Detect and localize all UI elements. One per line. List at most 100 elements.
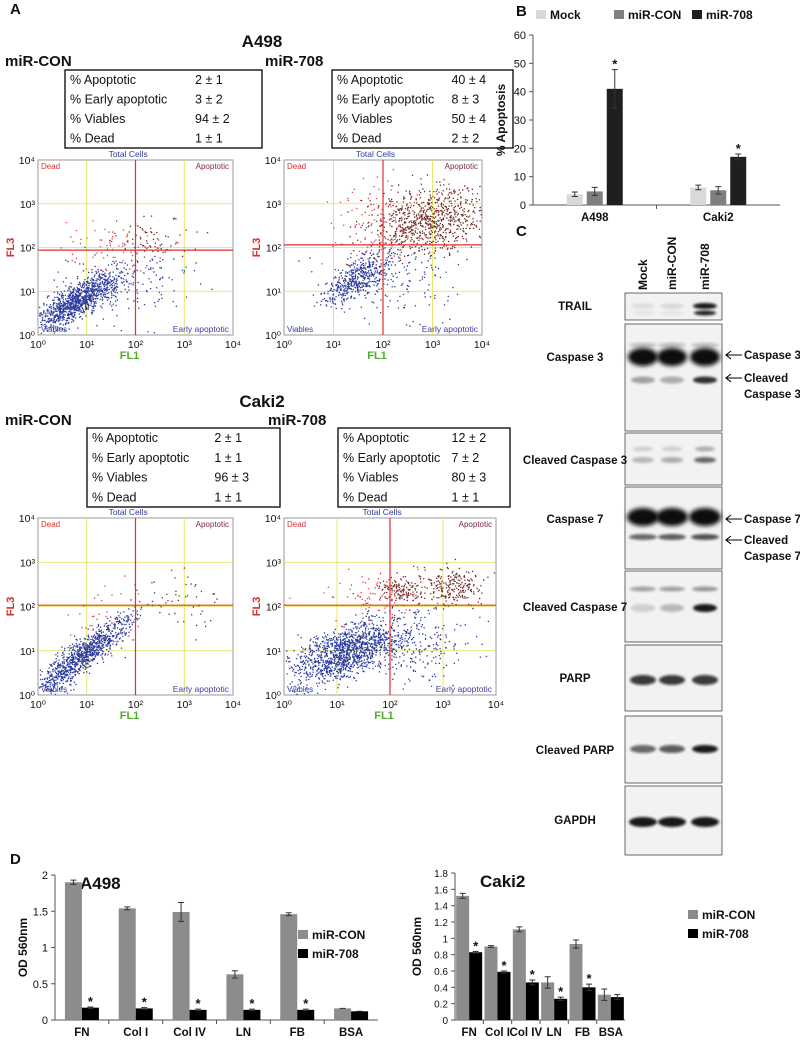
y-tick-label: 10³	[266, 557, 282, 569]
error-bar	[611, 69, 618, 109]
quadrant-label: Early apoptotic	[173, 324, 230, 334]
blot-band	[691, 534, 719, 540]
blot-band	[661, 457, 683, 463]
x-tick-label: 10⁰	[276, 339, 293, 351]
panel-label: B	[516, 3, 527, 20]
x-tick-label: 10³	[177, 339, 193, 351]
blot-band	[662, 446, 682, 452]
x-tick-label: 10¹	[79, 699, 95, 711]
x-axis-label: FL1	[374, 710, 394, 722]
blot-label: Cleaved Caspase 7	[523, 602, 627, 614]
event-dots	[312, 246, 411, 313]
blot-band	[658, 817, 686, 827]
stat-value: 94 ± 2	[195, 112, 230, 126]
significance-marker: *	[142, 995, 148, 1010]
quadrant-label: Viables	[287, 325, 313, 334]
significance-marker: *	[473, 938, 479, 953]
y-axis-label: OD 560nm	[410, 917, 424, 976]
bar	[297, 1009, 315, 1020]
x-tick-label: FB	[575, 1027, 590, 1039]
blot-band	[630, 675, 656, 685]
error-bar	[472, 950, 479, 954]
stat-value: 40 ± 4	[451, 73, 486, 87]
bar	[569, 944, 583, 1020]
stat-value: 96 ± 3	[214, 471, 249, 485]
quadrant-label: Apoptotic	[196, 520, 229, 529]
condition-label: miR-CON	[5, 53, 72, 70]
blot-band	[691, 817, 719, 827]
blot-band	[694, 457, 716, 463]
x-tick-label: 10²	[128, 339, 144, 351]
blot-band	[629, 817, 657, 827]
significance-marker: *	[736, 141, 742, 156]
blot-band	[659, 586, 685, 592]
y-tick-label: 20	[514, 143, 526, 155]
blot-band	[633, 446, 653, 452]
error-bar	[302, 1008, 309, 1012]
lane-label: miR-CON	[665, 237, 679, 290]
stats-box	[64, 69, 263, 149]
blot-band	[656, 508, 688, 526]
y-tick-label: 10⁰	[265, 330, 282, 342]
panel-label: D	[10, 851, 21, 868]
blot-band	[659, 675, 685, 685]
quadrant-label: Total Cells	[356, 149, 395, 159]
quadrant-label: Total Cells	[362, 507, 401, 517]
error-bar	[285, 912, 292, 917]
y-tick-label: 10³	[20, 557, 36, 569]
x-axis-label: FL1	[120, 350, 140, 362]
error-bar	[591, 186, 598, 196]
x-tick-label: 10⁴	[488, 699, 504, 711]
arrow-label: Cleaved Caspase 7	[744, 535, 800, 563]
bar	[243, 1009, 261, 1020]
stat-value: 8 ± 3	[451, 93, 479, 107]
y-tick-label: 10⁴	[19, 513, 35, 525]
quadrant-label: Total Cells	[109, 149, 148, 159]
blot-band	[631, 303, 655, 309]
bar	[351, 1011, 369, 1020]
y-tick-label: 10¹	[266, 646, 282, 658]
arrow-label-line: Cleaved	[744, 373, 788, 385]
stat-label: % Dead	[337, 132, 382, 146]
bar	[135, 1008, 153, 1020]
lane-label: Mock	[636, 259, 650, 290]
bar	[730, 156, 747, 205]
arrow-label-line: Caspase 3	[744, 389, 800, 401]
bar	[172, 911, 190, 1020]
stat-value: 7 ± 2	[452, 451, 480, 465]
arrow-label: Cleaved Caspase 3	[744, 373, 800, 401]
bar	[226, 974, 244, 1020]
x-tick-label: 10¹	[329, 699, 345, 711]
lane-label: miR-708	[698, 243, 712, 290]
y-tick-label: 0.4	[434, 983, 448, 994]
error-bar	[529, 979, 536, 986]
event-dots	[39, 251, 164, 334]
y-tick-label: 2	[42, 870, 48, 882]
quadrant-label: Total Cells	[109, 507, 148, 517]
blot-label: Caspase 7	[547, 514, 604, 526]
significance-marker: *	[196, 996, 202, 1011]
arrow-label-line: Caspase 7	[744, 551, 800, 563]
y-tick-label: 0.2	[434, 1000, 448, 1011]
y-tick-label: 10²	[266, 602, 282, 614]
blot-band	[691, 342, 719, 348]
blot-band	[632, 310, 654, 316]
legend-label: miR-708	[706, 8, 753, 22]
error-bar	[571, 191, 578, 197]
arrow	[725, 514, 742, 524]
blot-band	[689, 508, 721, 526]
x-tick-label: 10³	[435, 699, 451, 711]
stat-label: % Viables	[343, 471, 398, 485]
x-tick-label: Col I	[123, 1027, 148, 1039]
blot-band	[627, 508, 659, 526]
quadrant-label: Dead	[41, 162, 60, 171]
legend-swatch	[536, 10, 546, 19]
y-tick-label: 10⁴	[265, 513, 281, 525]
stat-value: 50 ± 4	[451, 112, 486, 126]
error-bar	[178, 902, 185, 922]
arrow-label: Caspase 7	[744, 514, 800, 526]
bar	[64, 882, 82, 1020]
x-tick-label: LN	[546, 1027, 561, 1039]
blot-label: Cleaved Caspase 3	[523, 455, 627, 467]
event-dots	[285, 596, 431, 695]
